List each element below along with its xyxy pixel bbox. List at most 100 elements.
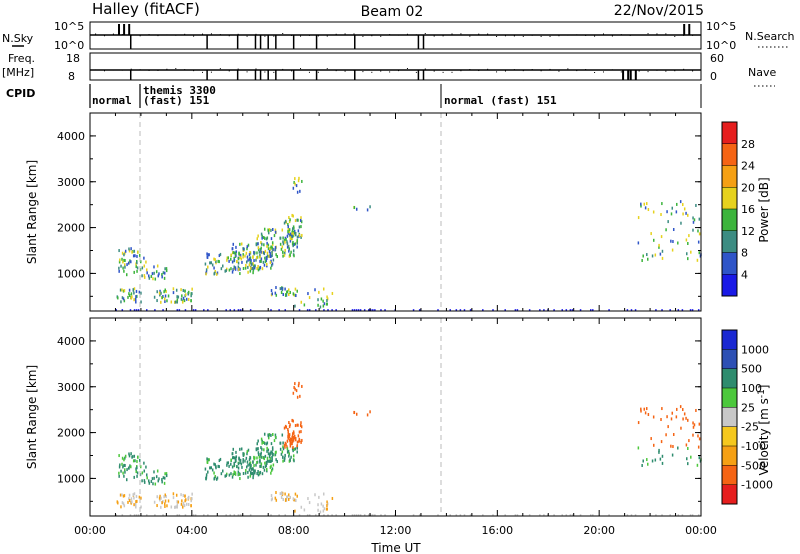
velocity-cell <box>176 503 179 507</box>
power-cell <box>166 299 168 303</box>
power-cell <box>233 265 235 269</box>
power-cell <box>286 242 289 246</box>
power-cell <box>215 259 217 263</box>
velocity-cell <box>246 460 249 464</box>
power-cell <box>213 266 215 270</box>
velocity-cell <box>667 425 669 429</box>
velocity-cell <box>284 445 286 449</box>
power-cell <box>363 309 366 312</box>
power-cell <box>289 239 292 243</box>
power-cell <box>117 296 119 300</box>
colorbar-tick-label: 25 <box>741 401 755 414</box>
velocity-cell <box>655 514 657 517</box>
power-cell <box>155 270 158 274</box>
power-cell <box>323 309 325 312</box>
power-cell <box>640 204 642 208</box>
power-cell <box>119 258 121 262</box>
velocity-cell <box>279 492 282 496</box>
power-cell <box>259 265 262 269</box>
velocity-cell <box>469 514 472 517</box>
power-cell <box>592 309 594 312</box>
colorbar-tick-label: -25 <box>741 421 759 434</box>
power-cell <box>331 291 334 295</box>
velocity-cell <box>266 449 268 453</box>
power-cell <box>172 287 175 291</box>
velocity-cell <box>288 425 291 429</box>
power-cell <box>661 256 664 260</box>
velocity-cell <box>260 455 262 459</box>
velocity-cell <box>266 467 268 471</box>
velocity-cell <box>136 459 138 463</box>
power-cell <box>315 309 317 312</box>
velocity-cell <box>282 459 284 463</box>
power-cell <box>257 246 260 250</box>
velocity-cell <box>248 458 251 462</box>
velocity-cell <box>203 514 205 517</box>
velocity-cell <box>233 463 236 467</box>
velocity-cell <box>252 467 254 471</box>
velocity-cell <box>256 461 258 465</box>
power-cell <box>165 290 167 294</box>
velocity-cell <box>359 514 362 517</box>
velocity-cell <box>327 514 329 517</box>
velocity-cell <box>643 407 646 411</box>
power-cell <box>455 309 458 312</box>
velocity-cell <box>264 454 267 458</box>
nave-dot <box>504 70 506 72</box>
velocity-scatter <box>115 381 702 517</box>
nsearch-dot <box>371 35 373 37</box>
power-cell <box>282 242 285 246</box>
power-cell <box>247 265 249 269</box>
velocity-cell <box>182 493 185 497</box>
velocity-cell <box>539 514 541 517</box>
power-cell <box>252 268 255 272</box>
power-cell <box>256 267 258 271</box>
velocity-cell <box>140 496 142 500</box>
nsearch-dot <box>692 34 694 36</box>
velocity-cell <box>698 456 701 460</box>
power-cell <box>287 292 290 296</box>
x-tick-label: 08:00 <box>278 524 310 537</box>
nsearch-dot <box>451 33 453 35</box>
velocity-cell <box>272 463 275 467</box>
power-cell <box>115 309 117 312</box>
power-cell <box>124 249 127 253</box>
velocity-cell <box>182 501 185 505</box>
nsearch-dot <box>594 35 596 37</box>
power-cell <box>266 251 269 255</box>
power-cell <box>697 229 699 233</box>
velocity-cell <box>682 417 684 421</box>
velocity-cell <box>242 452 245 456</box>
nave-dot <box>308 71 310 73</box>
velocity-cell <box>154 514 156 517</box>
power-cell <box>492 309 494 312</box>
velocity-cell <box>285 498 287 502</box>
nave-dot <box>326 68 328 70</box>
velocity-cell <box>265 442 268 446</box>
power-cell <box>222 264 224 268</box>
power-cell <box>240 257 243 261</box>
power-cell <box>300 225 302 229</box>
velocity-cell <box>691 514 694 517</box>
velocity-cell <box>237 514 240 517</box>
power-cell <box>298 225 301 229</box>
power-cell <box>688 234 690 238</box>
x-tick-label: 04:00 <box>176 524 208 537</box>
power-cell <box>322 304 325 308</box>
power-cell <box>271 253 273 257</box>
velocity-cell <box>170 505 173 509</box>
power-cell <box>647 208 650 212</box>
velocity-cell <box>260 462 263 466</box>
power-cell <box>266 256 268 260</box>
power-cell <box>259 255 261 259</box>
power-cell <box>156 299 158 303</box>
velocity-cell <box>275 491 277 495</box>
nave-dot <box>380 70 382 72</box>
power-cell <box>123 263 126 267</box>
velocity-cell <box>247 463 249 467</box>
nave-dot <box>692 70 694 72</box>
velocity-cell <box>323 507 326 511</box>
velocity-cell <box>234 471 237 475</box>
nave-dot <box>549 68 551 70</box>
nsearch-dot <box>344 33 346 35</box>
